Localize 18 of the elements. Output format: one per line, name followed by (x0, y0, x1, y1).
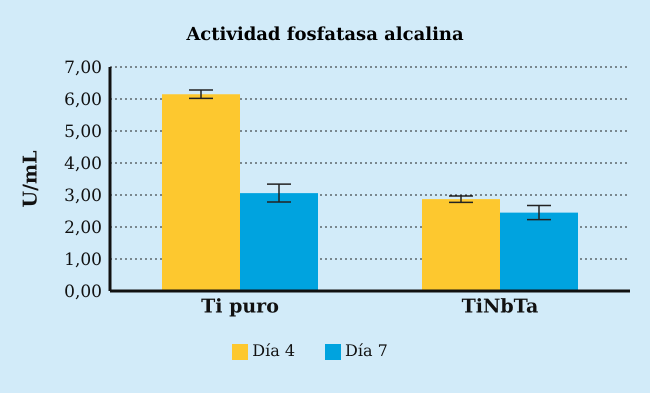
bar (422, 199, 500, 291)
bar (500, 212, 578, 291)
y-tick-label: 1,00 (64, 250, 102, 270)
y-tick-label: 7,00 (64, 58, 102, 78)
bar (240, 193, 318, 291)
y-tick-label: 3,00 (64, 186, 102, 206)
y-axis-title: U/mL (20, 150, 42, 208)
legend-label: Día 7 (345, 341, 388, 360)
legend-label: Día 4 (252, 341, 295, 360)
bar (162, 94, 240, 291)
y-tick-label: 6,00 (64, 90, 102, 110)
chart-title: Actividad fosfatasa alcalina (185, 24, 465, 45)
y-tick-label: 0,00 (64, 282, 102, 302)
y-tick-label: 2,00 (64, 218, 102, 238)
y-tick-label: 4,00 (64, 154, 102, 174)
x-tick-label: Ti puro (201, 295, 279, 318)
x-tick-label: TiNbTa (462, 295, 538, 318)
y-tick-label: 5,00 (64, 122, 102, 142)
